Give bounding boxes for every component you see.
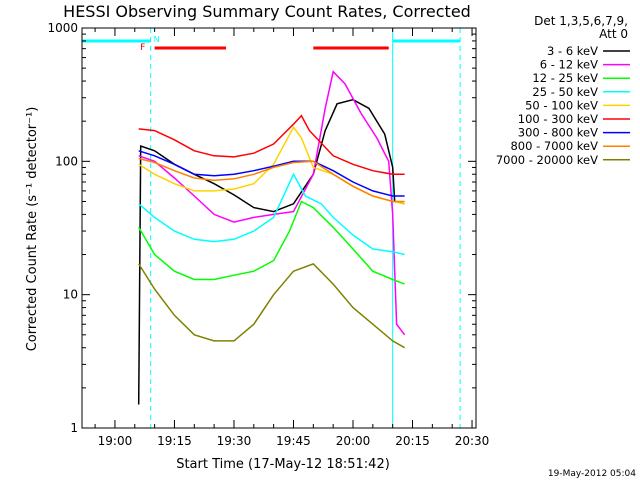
legend-title: Det 1,3,5,6,7,9, [534,14,628,28]
x-tick-label: 19:15 [157,434,192,448]
x-tick-label: 20:30 [455,434,490,448]
legend-entry-label: 25 - 50 keV [532,85,598,99]
series-line [138,150,405,197]
y-tick-label: 100 [55,154,78,168]
flare-flag-label: F [140,43,145,53]
series-line [138,200,405,285]
x-tick-label: 20:15 [395,434,430,448]
legend-entry-label: 12 - 25 keV [532,71,598,85]
plot-area: FN [82,28,461,428]
series-line [138,172,405,256]
legend-entry-label: 100 - 300 keV [518,112,598,126]
series-line [138,157,405,203]
x-tick-label: 19:00 [98,434,133,448]
legend-entry-label: 50 - 100 keV [525,98,598,112]
y-tick-label: 1000 [47,21,78,35]
x-tick-label: 19:30 [217,434,252,448]
legend-entry-label: 7000 - 20000 keV [496,153,598,167]
night-flag-label: N [154,35,160,44]
axes: 19:00 19:15 19:30 19:45 20:00 20:15 20:30 1 10 10… [47,21,489,448]
y-tick-label: 10 [63,288,78,302]
legend-entry-label: 300 - 800 keV [518,126,598,140]
x-tick-label: 19:45 [276,434,311,448]
x-axis-label: Start Time (17-May-12 18:51:42) [176,457,390,472]
footer-date: 19-May-2012 05:04 [548,469,636,479]
legend-entry-label: 800 - 7000 keV [510,139,598,153]
legend-entry-label: 3 - 6 keV [547,44,598,58]
plot-frame [81,27,477,429]
y-axis-label: Corrected Count Rate (s⁻¹ detector⁻¹) [25,107,40,352]
legend-entry-label: 6 - 12 keV [540,58,598,72]
series-line [138,70,406,336]
series-line [138,114,405,176]
legend-subtitle: Att 0 [599,27,628,41]
chart-title: HESSI Observing Summary Count Rates, Cor… [63,2,471,21]
x-tick-label: 20:00 [336,434,371,448]
series-line [138,263,405,349]
y-tick-label: 1 [70,421,78,435]
